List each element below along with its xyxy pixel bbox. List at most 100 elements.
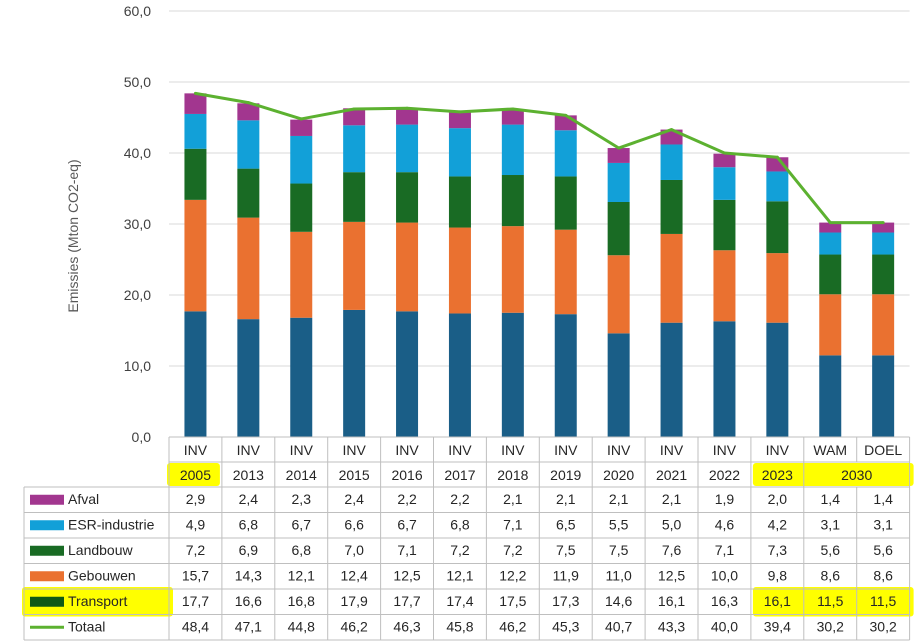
bar-afval-inv-2018 [501, 109, 524, 125]
bar-gebouwen-inv-2021 [660, 233, 683, 323]
bar-afval-inv-2016 [396, 108, 419, 125]
highlight-transport-label [22, 587, 173, 617]
category-label: DOEL [864, 442, 902, 458]
table-cell-transport: 17,5 [499, 593, 526, 609]
category-label: INV [395, 442, 419, 458]
bar-gebouwen-inv-2005 [184, 199, 207, 312]
bar-gebouwen-inv-2020 [607, 255, 630, 334]
highlight-2023-2030 [752, 463, 914, 486]
table-cell-esr-industrie: 6,7 [292, 517, 312, 533]
bar-afval-doel-doel [872, 222, 895, 233]
legend-key-esr-industrie [30, 520, 64, 531]
bar-transport-inv-2017 [448, 313, 471, 437]
total-point [881, 221, 885, 225]
bar-landbouw-inv-2018 [501, 175, 524, 227]
bar-esr-industrie-doel-doel [872, 232, 895, 255]
legend-label-landbouw: Landbouw [68, 542, 134, 558]
total-point [511, 107, 515, 111]
y-tick-label: 60,0 [124, 3, 151, 19]
total-point [299, 117, 303, 121]
total-line-path [195, 91, 884, 225]
category-label: INV [660, 442, 684, 458]
table-cell-transport: 14,6 [605, 593, 632, 609]
bar-gebouwen-inv-2016 [396, 222, 419, 312]
table-cell-gebouwen: 11,0 [606, 568, 632, 584]
table-cell-afval: 2,4 [239, 491, 259, 507]
y-tick-label: 30,0 [124, 216, 151, 232]
table-cell-esr-industrie: 5,5 [609, 517, 629, 533]
table-cell-totaal: 30,2 [817, 619, 844, 635]
gridlines [169, 10, 910, 367]
table-cell-afval: 1,4 [873, 491, 893, 507]
table-cell-transport: 17,7 [182, 593, 209, 609]
bar-transport-inv-2016 [396, 311, 419, 437]
table-cell-afval: 2,1 [503, 491, 523, 507]
bar-esr-industrie-inv-2018 [501, 124, 524, 176]
table-cell-afval: 2,1 [662, 491, 682, 507]
table-cell-esr-industrie: 3,1 [873, 517, 893, 533]
table-cell-afval: 1,4 [821, 491, 841, 507]
bar-afval-inv-2019 [554, 115, 577, 131]
table-cell-landbouw: 7,2 [503, 542, 523, 558]
category-label: INV [713, 442, 737, 458]
table-cell-transport: 17,3 [552, 593, 579, 609]
year-label: 2020 [603, 467, 634, 483]
table-cell-esr-industrie: 6,6 [344, 517, 364, 533]
bar-transport-inv-2013 [237, 319, 260, 437]
table-cell-gebouwen: 12,5 [393, 568, 420, 584]
table-cell-esr-industrie: 4,2 [768, 517, 788, 533]
table-cell-esr-industrie: 6,5 [556, 517, 576, 533]
year-label: 2030 [841, 467, 872, 483]
table-cell-transport: 17,9 [341, 593, 368, 609]
y-axis-label: Emissies (Mton CO2-eq) [65, 159, 81, 312]
bar-segments [184, 93, 895, 437]
bar-esr-industrie-inv-2005 [184, 113, 207, 149]
bar-gebouwen-inv-2023 [766, 253, 789, 323]
table-cell-afval: 2,2 [450, 491, 470, 507]
category-label: INV [607, 442, 631, 458]
table-cell-landbouw: 7,0 [344, 542, 364, 558]
category-label: INV [766, 442, 790, 458]
table-cell-landbouw: 7,1 [397, 542, 417, 558]
bar-gebouwen-inv-2018 [501, 226, 524, 313]
bar-transport-inv-2021 [660, 322, 683, 437]
table-cell-esr-industrie: 7,1 [503, 517, 523, 533]
table-cell-totaal: 44,8 [288, 619, 315, 635]
year-label: 2018 [497, 467, 528, 483]
bar-esr-industrie-inv-2015 [343, 125, 366, 173]
table-cell-gebouwen: 12,1 [288, 568, 315, 584]
bar-transport-inv-2023 [766, 322, 789, 437]
table-cell-landbouw: 6,9 [239, 542, 259, 558]
bar-esr-industrie-inv-2021 [660, 144, 683, 180]
bar-transport-inv-2020 [607, 333, 630, 437]
bar-afval-inv-2005 [184, 93, 207, 114]
legend-label-gebouwen: Gebouwen [68, 568, 136, 584]
total-point [564, 113, 568, 117]
total-point [828, 221, 832, 225]
table-cell-afval: 2,1 [556, 491, 576, 507]
table-cell-totaal: 46,2 [499, 619, 526, 635]
bar-afval-inv-2015 [343, 108, 366, 126]
legend-key-transport [30, 596, 64, 607]
bar-gebouwen-inv-2017 [448, 227, 471, 314]
bar-esr-industrie-inv-2017 [448, 128, 471, 177]
bar-landbouw-inv-2019 [554, 176, 577, 230]
highlight-layer [22, 463, 914, 617]
bar-afval-wam-2030 [819, 222, 842, 233]
bar-afval-inv-2022 [713, 153, 736, 168]
bar-landbouw-doel-doel [872, 254, 895, 295]
table-cell-afval: 2,4 [344, 491, 364, 507]
category-label: INV [448, 442, 472, 458]
table-cell-totaal: 40,7 [605, 619, 632, 635]
table-cell-gebouwen: 14,3 [235, 568, 262, 584]
bar-esr-industrie-inv-2016 [396, 124, 419, 173]
bar-esr-industrie-inv-2019 [554, 130, 577, 177]
legend-label-afval: Afval [68, 491, 99, 507]
table-cell-totaal: 39,4 [764, 619, 791, 635]
year-label: 2022 [709, 467, 740, 483]
table-cell-esr-industrie: 5,0 [662, 517, 682, 533]
table-cell-transport: 17,4 [446, 593, 473, 609]
bar-esr-industrie-wam-2030 [819, 232, 842, 255]
bar-afval-inv-2020 [607, 148, 630, 163]
